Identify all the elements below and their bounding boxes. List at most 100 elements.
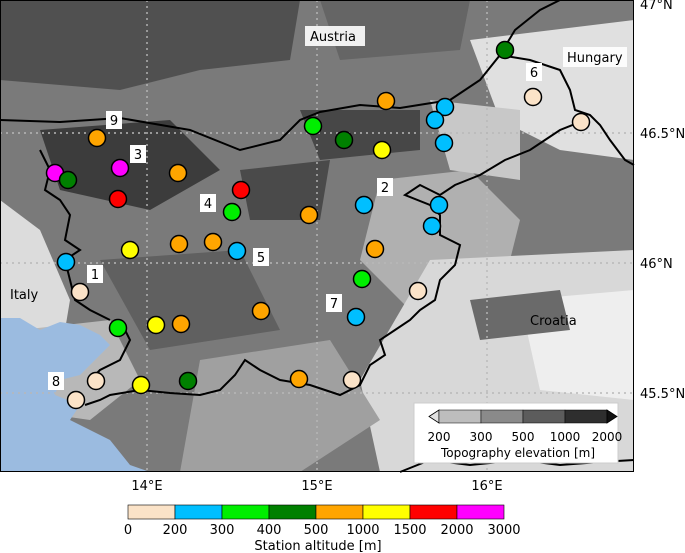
station-marker bbox=[86, 371, 106, 391]
station-number-box bbox=[106, 111, 122, 129]
station-marker bbox=[171, 314, 191, 334]
altitude-tick-label: 500 bbox=[304, 523, 329, 538]
station-number-box bbox=[48, 372, 64, 390]
station-marker bbox=[108, 318, 128, 338]
altitude-tick-label: 300 bbox=[210, 523, 235, 538]
station-marker bbox=[70, 282, 90, 302]
topography-tick-label: 200 bbox=[428, 430, 451, 444]
lat-label: 45.5°N bbox=[640, 387, 685, 402]
station-marker bbox=[58, 170, 78, 190]
station-marker bbox=[376, 91, 396, 111]
topography-legend-title: Topography elevation [m] bbox=[440, 446, 595, 460]
altitude-tick-label: 1000 bbox=[346, 523, 379, 538]
topography-swatch bbox=[438, 409, 482, 424]
topography-legend: 200 300 500 1000 2000 Topography elevation [… bbox=[413, 402, 623, 464]
topography-tick-label: 500 bbox=[512, 430, 535, 444]
altitude-tick-label: 400 bbox=[257, 523, 282, 538]
station-marker bbox=[131, 375, 151, 395]
station-number-label: 7 bbox=[330, 297, 338, 312]
station-marker bbox=[168, 163, 188, 183]
altitude-colorbar-title: Station altitude [m] bbox=[254, 539, 381, 553]
station-marker bbox=[425, 110, 445, 130]
country-label-austria: Austria bbox=[310, 30, 356, 45]
station-marker bbox=[203, 232, 223, 252]
station-marker bbox=[110, 158, 130, 178]
station-number-box bbox=[326, 294, 342, 312]
station-number-label: 6 bbox=[530, 66, 538, 81]
station-marker bbox=[169, 234, 189, 254]
station-number-box bbox=[200, 194, 216, 212]
altitude-tick-label: 2000 bbox=[440, 523, 473, 538]
altitude-swatch bbox=[362, 504, 411, 520]
station-marker bbox=[434, 133, 454, 153]
lon-label: 16°E bbox=[471, 479, 502, 494]
station-number-label: 3 bbox=[134, 148, 142, 163]
station-marker bbox=[523, 87, 543, 107]
topography-tick-label: 1000 bbox=[550, 430, 581, 444]
station-marker bbox=[146, 315, 166, 335]
station-marker bbox=[299, 205, 319, 225]
topography-swatch bbox=[480, 409, 524, 424]
station-marker bbox=[346, 307, 366, 327]
altitude-swatch bbox=[409, 504, 458, 520]
country-labels: Austria Hungary Italy Croatia bbox=[10, 26, 627, 329]
station-marker bbox=[408, 281, 428, 301]
station-number-box bbox=[253, 248, 269, 266]
station-marker bbox=[120, 240, 140, 260]
station-marker bbox=[87, 128, 107, 148]
station-marker bbox=[342, 370, 362, 390]
station-marker bbox=[354, 195, 374, 215]
topography-colorbar bbox=[428, 409, 618, 424]
graticule bbox=[0, 0, 634, 472]
altitude-tick-label: 1500 bbox=[393, 523, 426, 538]
station-marker bbox=[365, 239, 385, 259]
station-marker bbox=[303, 116, 323, 136]
topography-tick-label: 300 bbox=[470, 430, 493, 444]
station-marker bbox=[178, 371, 198, 391]
altitude-swatch bbox=[221, 504, 270, 520]
station-number-box bbox=[377, 178, 393, 196]
station-marker bbox=[429, 195, 449, 215]
lat-label: 46.5°N bbox=[640, 127, 685, 142]
adriatic-sea bbox=[0, 318, 150, 472]
topography-swatch bbox=[522, 409, 566, 424]
station-number-label: 9 bbox=[110, 114, 118, 129]
lat-label: 47°N bbox=[640, 0, 673, 13]
station-number-label: 5 bbox=[257, 251, 265, 266]
station-marker bbox=[422, 216, 442, 236]
station-marker bbox=[231, 180, 251, 200]
station-marker bbox=[66, 390, 86, 410]
station-number-label: 8 bbox=[52, 375, 60, 390]
lon-label: 14°E bbox=[131, 479, 162, 494]
country-label-croatia: Croatia bbox=[530, 314, 577, 329]
station-marker bbox=[222, 202, 242, 222]
station-marker bbox=[56, 252, 76, 272]
altitude-swatch bbox=[127, 504, 176, 520]
map-frame bbox=[0, 0, 634, 472]
station-marker bbox=[352, 269, 372, 289]
topography-swatch bbox=[606, 409, 618, 424]
topography-tick-label: 2000 bbox=[592, 430, 623, 444]
station-number-label: 1 bbox=[91, 268, 99, 283]
station-number-label: 2 bbox=[381, 181, 389, 196]
station-marker bbox=[251, 301, 271, 321]
station-number-box bbox=[130, 145, 146, 163]
altitude-tick-label: 3000 bbox=[487, 523, 520, 538]
altitude-swatch bbox=[315, 504, 364, 520]
station-marker bbox=[435, 97, 455, 117]
station-marker bbox=[372, 140, 392, 160]
topography-ticks: 200 300 500 1000 2000 bbox=[428, 430, 623, 444]
station-number-box bbox=[87, 265, 103, 283]
station-marker bbox=[289, 369, 309, 389]
altitude-tick-label: 0 bbox=[124, 523, 132, 538]
altitude-colorbar: 0 200 300 400 500 1000 1500 2000 3000 Station al… bbox=[124, 504, 521, 553]
lat-labels: 47°N 46.5°N 46°N 45.5°N bbox=[640, 0, 685, 402]
altitude-tick-label: 200 bbox=[163, 523, 188, 538]
station-marker bbox=[227, 241, 247, 261]
country-label-hungary: Hungary bbox=[567, 51, 623, 66]
station-number-label: 4 bbox=[204, 197, 212, 212]
station-number-box bbox=[526, 63, 542, 81]
lon-label: 15°E bbox=[301, 479, 332, 494]
station-number-labels: 1 2 3 4 5 6 7 8 9 bbox=[48, 63, 542, 390]
